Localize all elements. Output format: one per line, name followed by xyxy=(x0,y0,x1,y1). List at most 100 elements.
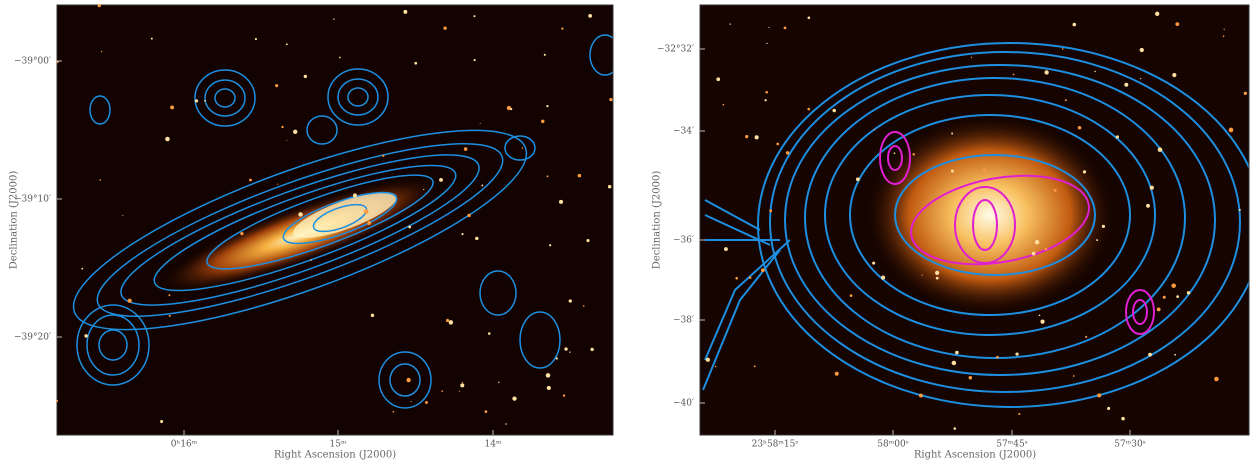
left-frame xyxy=(56,4,614,436)
star xyxy=(745,134,749,139)
star xyxy=(881,275,886,280)
star xyxy=(406,377,411,383)
y-tick-label: −39°10′ xyxy=(14,195,51,205)
star xyxy=(1040,319,1045,324)
star xyxy=(765,90,768,94)
star xyxy=(168,294,171,297)
star xyxy=(352,193,358,198)
star xyxy=(1175,22,1180,26)
star xyxy=(1155,11,1160,16)
star xyxy=(285,43,288,46)
star xyxy=(100,50,103,53)
y-tick-label: −32°32′ xyxy=(657,45,694,55)
star xyxy=(982,168,986,172)
right-frame xyxy=(699,4,1250,436)
star xyxy=(1186,291,1191,295)
star xyxy=(1012,73,1015,76)
star xyxy=(1223,28,1225,30)
star xyxy=(475,236,479,241)
star xyxy=(467,213,471,218)
star xyxy=(303,74,308,79)
star xyxy=(873,129,875,131)
star xyxy=(1214,376,1219,382)
star xyxy=(1140,77,1142,80)
star xyxy=(764,99,767,102)
star xyxy=(367,221,372,225)
star xyxy=(1096,239,1099,242)
star xyxy=(521,147,524,149)
star xyxy=(1072,375,1075,377)
star xyxy=(607,185,612,189)
star xyxy=(541,119,545,124)
star xyxy=(722,103,725,106)
star xyxy=(776,142,780,146)
star xyxy=(97,4,101,8)
star xyxy=(1044,70,1049,75)
star xyxy=(1053,188,1057,192)
star xyxy=(748,276,752,279)
star xyxy=(716,77,721,82)
star xyxy=(1077,125,1082,130)
star xyxy=(1139,47,1144,53)
star xyxy=(1149,185,1154,190)
star xyxy=(582,305,585,307)
star xyxy=(194,99,199,103)
star xyxy=(1082,170,1087,174)
star xyxy=(338,56,341,59)
star xyxy=(1146,203,1150,208)
star xyxy=(1222,35,1225,38)
star xyxy=(392,410,395,413)
star xyxy=(609,97,613,102)
star xyxy=(240,232,244,236)
star xyxy=(1015,352,1019,356)
star xyxy=(590,347,594,352)
star xyxy=(588,13,593,18)
star xyxy=(724,247,728,251)
star xyxy=(1228,127,1234,133)
star xyxy=(81,267,84,270)
star xyxy=(473,15,476,18)
star xyxy=(1156,307,1161,312)
star xyxy=(1038,314,1041,317)
y-tick-label: −39°20′ xyxy=(14,333,51,343)
star xyxy=(443,26,447,30)
star xyxy=(424,401,428,404)
left-image xyxy=(57,5,613,435)
star xyxy=(834,371,839,376)
star xyxy=(484,410,488,414)
star xyxy=(423,188,425,191)
star xyxy=(1085,335,1088,338)
star xyxy=(170,105,175,110)
star xyxy=(363,209,369,214)
star xyxy=(921,274,923,276)
star xyxy=(558,199,564,204)
star xyxy=(479,122,481,124)
star xyxy=(481,184,484,187)
star xyxy=(99,179,101,181)
x-axis-label: Right Ascension (J2000) xyxy=(914,450,1036,461)
star xyxy=(1031,251,1036,256)
star xyxy=(463,147,468,151)
star xyxy=(893,152,896,155)
star xyxy=(955,350,959,355)
star xyxy=(168,314,171,317)
star xyxy=(562,394,566,397)
star xyxy=(935,270,940,275)
star xyxy=(1121,416,1125,421)
star xyxy=(458,390,461,392)
star xyxy=(1176,295,1180,299)
star xyxy=(446,318,450,323)
star xyxy=(1107,406,1111,410)
star xyxy=(441,390,444,392)
star xyxy=(448,320,454,325)
star xyxy=(1044,247,1048,251)
star xyxy=(473,58,476,62)
star xyxy=(165,136,170,142)
star xyxy=(832,108,837,113)
star xyxy=(487,332,491,335)
star xyxy=(382,154,385,157)
x-tick-label: 57ᵐ30ˢ xyxy=(1114,440,1145,450)
star xyxy=(1094,70,1096,73)
y-tick-label: −34′ xyxy=(673,127,694,137)
